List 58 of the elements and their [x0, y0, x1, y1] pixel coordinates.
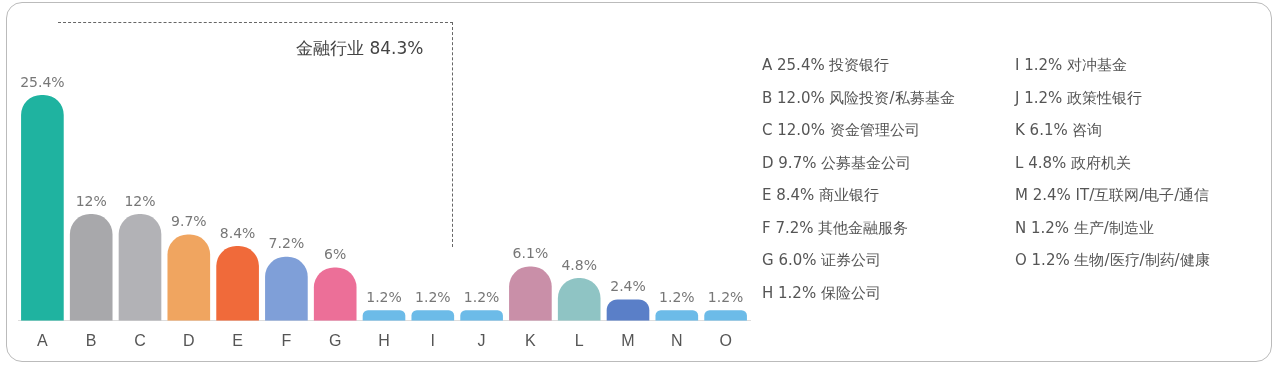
bar	[265, 256, 308, 321]
x-tick-label: M	[621, 331, 635, 349]
data-label: 8.4%	[219, 224, 256, 241]
x-tick-label: H	[378, 331, 390, 349]
text: G 6.0% 证券公司	[762, 251, 882, 270]
text: I 1.2% 对冲基金	[1015, 56, 1128, 75]
text: D 9.7% 公募基金公司	[762, 153, 912, 173]
bar	[69, 214, 113, 321]
x-tick-label: G	[328, 331, 342, 349]
text: C 12.0% 资金管理公司	[762, 121, 920, 140]
bar	[411, 310, 455, 321]
data-label: 1.2%	[463, 288, 500, 305]
text: B 12.0% 风险投资/私募基金	[762, 88, 955, 108]
data-label: 1.2%	[659, 288, 695, 305]
text: F 7.2% 其他金融服务	[762, 218, 909, 238]
data-label: 1.2%	[707, 288, 744, 305]
text: O 1.2% 生物/医疗/制药/健康	[1015, 251, 1210, 270]
text: J 1.2% 政策性银行	[1015, 88, 1143, 108]
data-label: 9.7%	[171, 213, 207, 230]
bar	[704, 310, 747, 321]
x-tick-label: K	[525, 331, 537, 349]
x-tick-label: O	[719, 331, 732, 349]
x-tick-label: E	[232, 331, 243, 349]
x-tick-label: F	[281, 331, 292, 349]
x-tick-label: B	[85, 331, 97, 349]
x-tick-label: I	[430, 331, 436, 349]
x-tick-label: D	[183, 331, 195, 349]
bar	[606, 299, 650, 321]
x-tick-label: J	[477, 331, 486, 349]
data-label: 12%	[124, 192, 156, 209]
data-label: 12%	[75, 192, 107, 209]
x-tick-label: A	[37, 331, 49, 349]
text: K 6.1% 咨询	[1015, 121, 1103, 140]
x-tick-label: N	[671, 331, 683, 349]
bar	[362, 310, 406, 321]
text: E 8.4% 商业银行	[762, 186, 880, 205]
bar	[460, 310, 503, 321]
text: 金融行业 84.3%	[296, 37, 424, 60]
data-label: 1.2%	[366, 288, 402, 305]
data-label: 6.1%	[512, 245, 549, 262]
text: A 25.4% 投资银行	[762, 56, 890, 75]
data-label: 4.8%	[561, 256, 597, 273]
bar	[167, 234, 211, 321]
bar	[21, 94, 64, 321]
data-label: 6%	[324, 246, 347, 263]
text: H 1.2% 保险公司	[762, 283, 881, 303]
data-label: 1.2%	[415, 288, 451, 305]
data-label: 2.4%	[610, 278, 646, 295]
x-tick-label: C	[134, 331, 146, 349]
bar	[118, 214, 162, 321]
text: M 2.4% IT/互联网/电子/通信	[1015, 186, 1210, 205]
bar	[655, 310, 699, 321]
x-tick-label: L	[574, 331, 584, 349]
text: N 1.2% 生产/制造业	[1015, 218, 1154, 238]
bar	[216, 246, 259, 321]
text: L 4.8% 政府机关	[1015, 153, 1132, 173]
data-label: 7.2%	[268, 235, 305, 252]
data-label: 25.4%	[20, 73, 65, 90]
